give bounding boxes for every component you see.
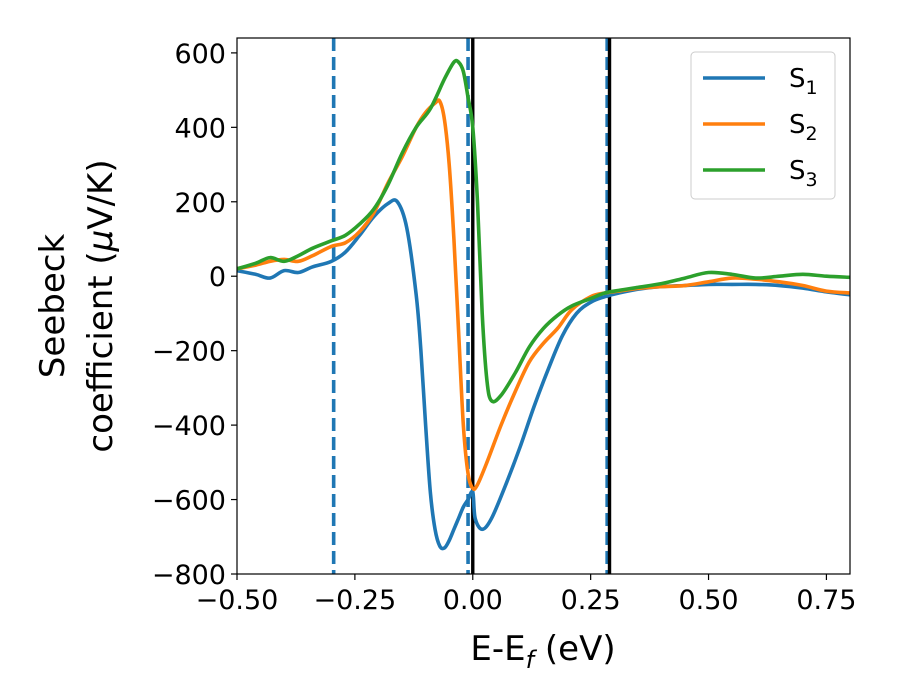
- legend-label-s3: S3: [789, 156, 818, 191]
- y-tick-label: 600: [174, 39, 226, 70]
- x-axis-label: E-Ef (eV): [470, 629, 615, 674]
- plot-frame: [236, 37, 851, 575]
- series-line-s1: [237, 198, 850, 551]
- y-tick-label: 200: [174, 188, 226, 219]
- y-tick-label: −600: [152, 486, 226, 517]
- x-tick-label: −0.50: [196, 585, 279, 616]
- y-tick-label: −400: [152, 411, 226, 442]
- y-tick-label: −800: [152, 560, 226, 591]
- y-axis-label-line2: coefficient (μV/K): [81, 159, 121, 452]
- x-tick-label: 0.00: [443, 585, 503, 616]
- series-line-s3: [237, 58, 850, 404]
- series-lines: [237, 58, 850, 551]
- legend-label-s1: S1: [789, 64, 818, 99]
- y-axis-ticks: −800 −600 −400 −200 0 200 400 600: [152, 39, 237, 591]
- series-line-s2: [237, 98, 850, 492]
- y-tick-label: −200: [152, 337, 226, 368]
- x-tick-label: −0.25: [314, 585, 397, 616]
- x-tick-label: 0.50: [678, 585, 738, 616]
- y-axis-label: Seebeck coefficient (μV/K): [33, 159, 121, 452]
- legend-label-s2: S2: [789, 110, 818, 145]
- y-axis-label-line1: Seebeck: [33, 234, 73, 379]
- y-tick-label: 400: [174, 113, 226, 144]
- x-tick-label: 0.25: [561, 585, 621, 616]
- legend: S1 S2 S3: [690, 51, 836, 200]
- x-tick-label: 0.75: [796, 585, 856, 616]
- y-tick-label: 0: [209, 262, 226, 293]
- x-axis-ticks: −0.50 −0.25 0.00 0.25 0.50 0.75: [196, 574, 856, 616]
